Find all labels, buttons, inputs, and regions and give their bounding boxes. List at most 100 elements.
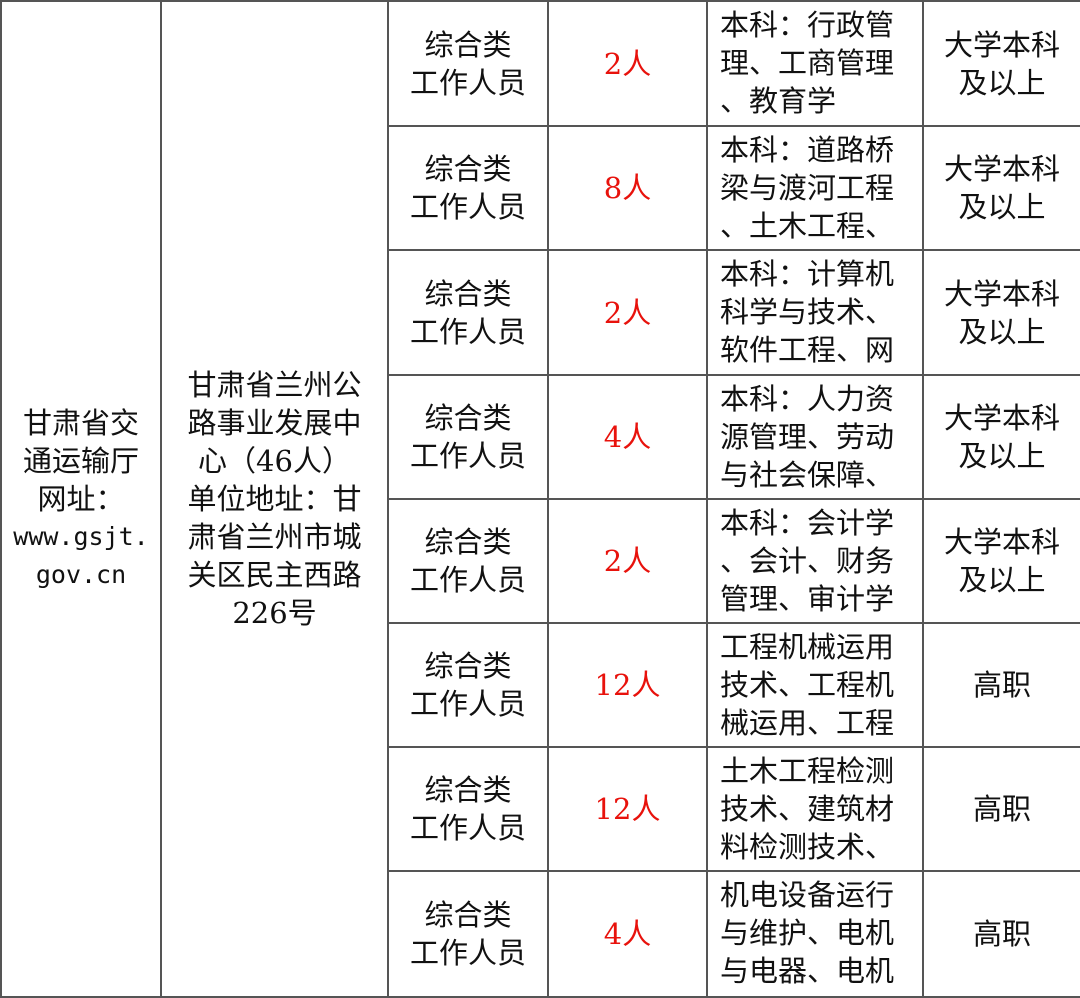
department-cell: 甘肃省交 通运输厅 网址： www.gsjt. gov.cn <box>0 0 162 998</box>
education-cell: 大学本科 及以上 <box>922 249 1080 376</box>
table-row: 综合类工作人员 12人 工程机械运用 技术、工程机 械运用、工程 高职 <box>1 622 1080 748</box>
text-line: 大学本科 <box>943 276 1060 311</box>
text-line: 管理、审计学 <box>720 582 895 616</box>
text-line: 械运用、工程 <box>720 706 895 740</box>
table-row: 综合类 工作人员 2人 本科：会计学 、会计、财务 管理、审计学 大学本科 及以上 <box>1 498 1080 624</box>
position-cell: 综合类 工作人员 <box>387 0 549 127</box>
text-line: 综合类 <box>424 152 512 186</box>
text-line: 大学本科 <box>943 152 1060 186</box>
count-cell: 2人 <box>547 249 708 376</box>
position-cell: 综合类 工作人员 <box>387 622 549 748</box>
text-line: 理、工商管理 <box>720 46 895 80</box>
unit-cell: 甘肃省兰州公 路事业发展中 心（46人） 单位地址：甘 肃省兰州市城 关区民主西路 226号 <box>160 0 389 998</box>
education-cell: 高职 <box>922 746 1080 872</box>
text-line: 大学本科 <box>943 401 1060 435</box>
text-line: 本科：行政管 <box>720 8 895 42</box>
text-line: 甘肃省兰州公 <box>187 368 362 402</box>
position-cell: 综合类 工作人员 <box>387 374 549 500</box>
text-line: 土木工程检测 <box>720 754 895 788</box>
count-cell: 2人 <box>547 498 708 624</box>
text-line: 与电器、电机 <box>720 954 895 988</box>
text-line: 本科：计算机 <box>720 257 895 291</box>
text-line: 、会计、财务 <box>720 544 895 578</box>
count-cell: 12人 <box>547 622 708 748</box>
text-line: 软件工程、网 <box>720 333 895 367</box>
text-line: 高职 <box>972 668 1031 702</box>
count-cell: 2人 <box>547 0 708 127</box>
table-row: 综合类 工作人员 12人 土木工程检测 技术、建筑材 料检测技术、 高职 <box>1 746 1080 872</box>
department-line: 网址： <box>37 482 125 516</box>
text-line: 综合类 <box>424 898 512 932</box>
text-line: 心（46人） <box>198 444 351 478</box>
count-cell: 12人 <box>547 746 708 872</box>
table-row: 综合类 工作人员 2人 本科：计算机 科学与技术、 软件工程、网 大学本科 及以上 <box>1 249 1080 376</box>
text-line: 大学本科 <box>943 27 1060 62</box>
education-cell: 大学本科 及以上 <box>922 125 1080 251</box>
text-line: 技术、工程机 <box>720 668 895 702</box>
text-line: 及以上 <box>958 439 1046 473</box>
major-cell: 本科：人力资 源管理、劳动 与社会保障、 <box>706 374 924 500</box>
text-line: 综合类 <box>424 773 512 807</box>
text-line: 及以上 <box>958 65 1046 100</box>
headcount: 2人 <box>603 46 652 81</box>
text-line: 工作人员 <box>409 936 526 970</box>
text-line: 综合类 <box>424 276 512 311</box>
major-cell: 本科：计算机 科学与技术、 软件工程、网 <box>706 249 924 376</box>
text-line: 关区民主西路 <box>187 558 362 592</box>
major-cell: 本科：行政管 理、工商管理 、教育学 <box>706 0 924 127</box>
headcount: 12人 <box>594 792 661 826</box>
education-cell: 大学本科 及以上 <box>922 0 1080 127</box>
text-line: 高职 <box>972 917 1031 951</box>
text-line: 与社会保障、 <box>720 458 895 492</box>
headcount: 4人 <box>603 420 652 454</box>
text-line: 、教育学 <box>720 84 837 118</box>
major-cell: 土木工程检测 技术、建筑材 料检测技术、 <box>706 746 924 872</box>
text-line: 梁与渡河工程 <box>720 171 895 205</box>
text-line: 工作人员 <box>409 563 526 597</box>
text-line: 及以上 <box>958 563 1046 597</box>
text-line: 与维护、电机 <box>720 916 895 950</box>
department-line: 通运输厅 <box>22 444 139 478</box>
position-cell: 综合类 工作人员 <box>387 498 549 624</box>
text-line: 技术、建筑材 <box>720 792 895 826</box>
text-line: 路事业发展中 <box>187 406 362 440</box>
text-line: 综合类 <box>424 649 512 683</box>
department-line: gov.cn <box>35 560 127 589</box>
headcount: 12人 <box>594 668 661 702</box>
position-cell: 综合类 工作人员 <box>387 870 549 998</box>
text-line: 本科：会计学 <box>720 506 895 540</box>
position-cell: 综合类 工作人员 <box>387 249 549 376</box>
text-line: 本科：人力资 <box>720 382 895 416</box>
text-line: 源管理、劳动 <box>720 420 895 454</box>
text-line: 、土木工程、 <box>720 209 895 243</box>
count-cell: 4人 <box>547 374 708 500</box>
text-line: 综合类 <box>424 525 512 559</box>
education-cell: 大学本科 及以上 <box>922 374 1080 500</box>
headcount: 2人 <box>603 544 652 578</box>
text-line: 机电设备运行 <box>720 878 895 912</box>
text-line: 工作人员 <box>409 65 526 100</box>
education-cell: 高职 <box>922 622 1080 748</box>
table-row: 综合类 工作人员 8人 本科：道路桥 梁与渡河工程 、土木工程、 大学本科 及以上 <box>1 125 1080 251</box>
text-line: 料检测技术、 <box>720 830 895 864</box>
education-cell: 高职 <box>922 870 1080 998</box>
major-cell: 机电设备运行 与维护、电机 与电器、电机 <box>706 870 924 998</box>
text-line: 肃省兰州市城 <box>187 520 362 554</box>
text-line: 工作人员 <box>409 439 526 473</box>
position-cell: 综合类 工作人员 <box>387 125 549 251</box>
text-line: 工作人员 <box>409 190 526 224</box>
count-cell: 4人 <box>547 870 708 998</box>
major-cell: 工程机械运用 技术、工程机 械运用、工程 <box>706 622 924 748</box>
text-line: 工作人员 <box>409 687 526 721</box>
text-line: 及以上 <box>958 314 1046 349</box>
text-line: 综合类 <box>424 401 512 435</box>
text-line: 226号 <box>232 596 317 630</box>
text-line: 工作人员 <box>409 314 526 349</box>
headcount: 2人 <box>603 295 652 330</box>
text-line: 本科：道路桥 <box>720 133 895 167</box>
text-line: 高职 <box>972 792 1031 826</box>
text-line: 科学与技术、 <box>720 295 895 329</box>
department-line: 甘肃省交 <box>22 406 139 440</box>
